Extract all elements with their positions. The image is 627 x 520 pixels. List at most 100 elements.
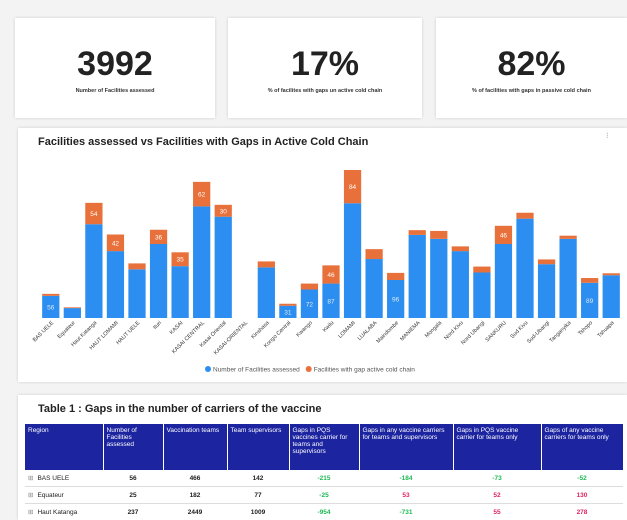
number-cell: -52: [541, 470, 623, 487]
menu-icon[interactable]: ⁝: [606, 131, 609, 140]
bar-segment: [107, 251, 124, 318]
x-tick-label: Ituri: [152, 320, 163, 331]
x-tick-label: Nord Kivu: [443, 320, 464, 341]
bar-segment: [452, 251, 469, 318]
cell-text: -73: [492, 475, 501, 482]
bar-segment: [409, 230, 426, 235]
bar-segment: [452, 246, 469, 251]
number-cell: -184: [359, 470, 453, 487]
number-cell: 2449: [163, 504, 227, 520]
data-label: 42: [112, 240, 120, 247]
x-tick-label: HAUT UELE: [115, 320, 141, 346]
data-label: 87: [327, 298, 335, 305]
column-header: Gaps of any vaccine carriers for teams o…: [541, 424, 623, 470]
cell-text: 56: [129, 475, 136, 482]
number-cell: -954: [289, 504, 359, 520]
bar-segment: [258, 261, 275, 267]
x-tick-label: Kinshasa: [250, 320, 271, 341]
legend-swatch: [306, 366, 312, 372]
number-cell: 55: [453, 504, 541, 520]
bar-segment: [258, 267, 275, 318]
expand-icon[interactable]: ⊞: [28, 475, 33, 482]
cell-text: 52: [493, 492, 500, 499]
data-label: 31: [284, 309, 292, 316]
cell-text: -184: [399, 475, 412, 482]
column-header: Number of Facilities assessed: [103, 424, 163, 470]
data-label: 84: [349, 184, 357, 191]
x-tick-label: Kwango: [296, 320, 314, 338]
bar-segment: [301, 284, 318, 290]
expand-icon[interactable]: ⊞: [28, 492, 33, 499]
bar-segment: [150, 244, 167, 318]
cell-text: 55: [493, 509, 500, 516]
number-cell: -73: [453, 470, 541, 487]
cell-text: 466: [190, 475, 201, 482]
data-label: 56: [47, 304, 55, 311]
data-label: 72: [306, 301, 314, 308]
number-cell: 237: [103, 504, 163, 520]
x-tick-label: Equateur: [57, 320, 77, 340]
bar-segment: [128, 263, 145, 269]
number-cell: 278: [541, 504, 623, 520]
number-cell: 52: [453, 487, 541, 504]
table-row: ⊞ Equateur 25 182 77 -25 53 52 130: [25, 487, 623, 504]
data-label: 30: [220, 208, 228, 215]
number-cell: 53: [359, 487, 453, 504]
x-tick-label: LOMAMI: [337, 320, 357, 340]
legend-label: Facilities with gap active cold chain: [314, 367, 416, 374]
bar-segment: [473, 272, 490, 318]
bar-segment: [193, 206, 210, 318]
column-header: Gaps in PQS vaccines carrier for teams a…: [289, 424, 359, 470]
data-label: 96: [392, 297, 400, 304]
cell-text: 1009: [251, 509, 265, 516]
number-cell: -215: [289, 470, 359, 487]
bar-segment: [128, 269, 145, 318]
column-header: Region: [25, 424, 103, 470]
cell-text: -954: [317, 509, 330, 516]
number-cell: 25: [103, 487, 163, 504]
kpi-label: % of facilities with gaps in passive col…: [436, 88, 627, 94]
bar-segment: [344, 203, 361, 318]
number-cell: 1009: [227, 504, 289, 520]
bar-segment: [279, 304, 296, 306]
column-header: Vaccination teams: [163, 424, 227, 470]
number-cell: 142: [227, 470, 289, 487]
bar-segment: [85, 224, 102, 318]
bar-segment: [603, 273, 620, 275]
cell-text: 77: [254, 492, 261, 499]
column-header: Gaps in PQS vaccine carrier for teams on…: [453, 424, 541, 470]
bar-segment: [409, 235, 426, 318]
x-tick-label: Maindombe: [376, 320, 401, 345]
bar-segment: [42, 294, 59, 296]
bar-segment: [365, 249, 382, 259]
number-cell: 182: [163, 487, 227, 504]
cell-text: Equateur: [37, 492, 63, 499]
cell-text: 182: [190, 492, 201, 499]
number-cell: -25: [289, 487, 359, 504]
bar-segment: [516, 213, 533, 219]
cell-text: 142: [253, 475, 264, 482]
x-tick-label: Tshopo: [577, 320, 594, 337]
chart-title: Facilities assessed vs Facilities with G…: [38, 136, 369, 148]
column-header: Team supervisors: [227, 424, 289, 470]
x-tick-label: Sud-Ubangi: [526, 320, 551, 345]
data-label: 36: [155, 234, 163, 241]
cell-text: -52: [577, 475, 586, 482]
legend-label: Number of Facilities assessed: [213, 367, 300, 374]
cell-text: -25: [319, 492, 328, 499]
cell-text: 278: [577, 509, 588, 516]
kpi-label: Number of Facilities assessed: [15, 88, 215, 94]
number-cell: 77: [227, 487, 289, 504]
bar-segment: [538, 264, 555, 318]
data-label: 46: [327, 272, 335, 279]
kpi-card: 3992 Number of Facilities assessed: [15, 18, 215, 118]
bar-segment: [473, 267, 490, 273]
bar-segment: [430, 231, 447, 239]
kpi-card: 17% % of facilites with gaps un active c…: [228, 18, 422, 118]
bar-segment: [215, 217, 232, 318]
number-cell: 130: [541, 487, 623, 504]
chart: Facilities assessed vs Facilities with G…: [18, 128, 627, 382]
x-tick-label: Sud Kivu: [510, 320, 530, 340]
